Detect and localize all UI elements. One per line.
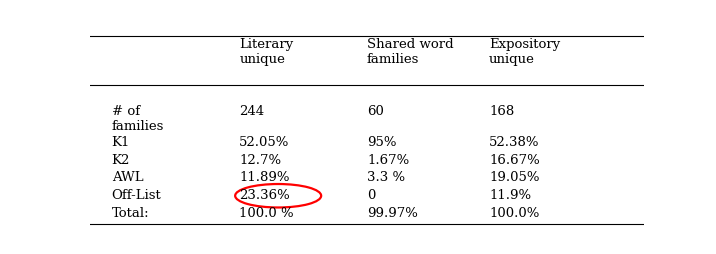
Text: 1.67%: 1.67%	[367, 154, 410, 167]
Text: Total:: Total:	[112, 207, 150, 219]
Text: 168: 168	[489, 105, 514, 118]
Text: 16.67%: 16.67%	[489, 154, 540, 167]
Text: 95%: 95%	[367, 136, 397, 149]
Text: K2: K2	[112, 154, 130, 167]
Text: 11.9%: 11.9%	[489, 189, 531, 202]
Text: Literary
unique: Literary unique	[239, 38, 294, 66]
Text: Shared word
families: Shared word families	[367, 38, 453, 66]
Text: 244: 244	[239, 105, 264, 118]
Text: 100.0 %: 100.0 %	[239, 207, 294, 219]
Text: K1: K1	[112, 136, 130, 149]
Text: 52.38%: 52.38%	[489, 136, 540, 149]
Text: 19.05%: 19.05%	[489, 171, 540, 184]
Text: Expository
unique: Expository unique	[489, 38, 561, 66]
Text: 60: 60	[367, 105, 384, 118]
Text: AWL: AWL	[112, 171, 143, 184]
Text: 23.36%: 23.36%	[239, 189, 290, 202]
Text: Off-List: Off-List	[112, 189, 161, 202]
Text: 52.05%: 52.05%	[239, 136, 290, 149]
Text: 3.3 %: 3.3 %	[367, 171, 405, 184]
Text: 99.97%: 99.97%	[367, 207, 418, 219]
Text: 100.0%: 100.0%	[489, 207, 539, 219]
Text: 11.89%: 11.89%	[239, 171, 290, 184]
Text: # of
families: # of families	[112, 105, 164, 133]
Text: 0: 0	[367, 189, 375, 202]
Text: 12.7%: 12.7%	[239, 154, 281, 167]
